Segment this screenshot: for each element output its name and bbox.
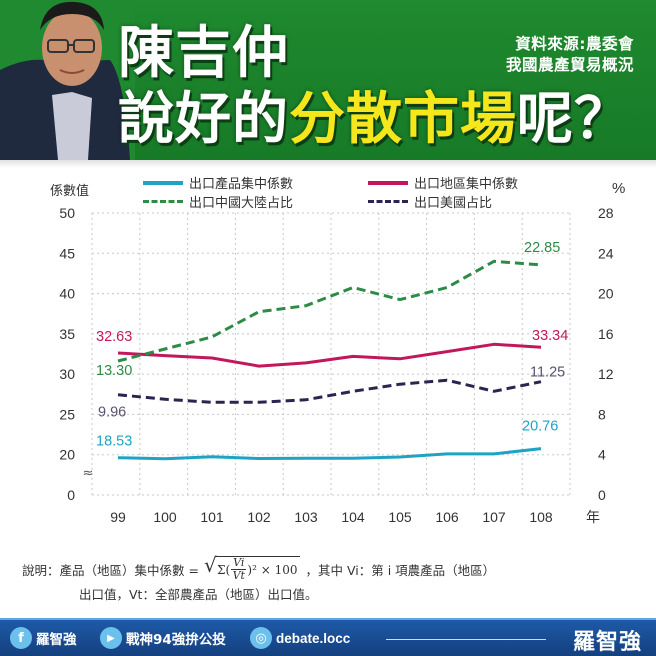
legend-item-product: 出口產品集中係數	[143, 173, 293, 192]
series-line-2	[117, 259, 542, 363]
x-tick-label: 102	[247, 509, 271, 525]
left-tick-label: 50	[59, 205, 75, 221]
facebook-icon: f	[10, 627, 32, 649]
footnote-prefix: 說明：產品（地區）集中係數 =	[22, 562, 199, 578]
x-axis-unit: 年	[586, 510, 600, 526]
youtube-label: 戰神94強拚公投	[126, 632, 226, 648]
series-line-3	[117, 378, 542, 404]
series-line-0	[117, 447, 542, 461]
headline-post: 呢？	[517, 87, 631, 152]
grid	[91, 212, 571, 496]
footer-divider	[386, 639, 546, 640]
portrait-photo	[0, 0, 135, 160]
right-tick-label: 12	[598, 366, 614, 382]
left-tick-label: 0	[67, 487, 75, 503]
legend-swatch-solid-magenta	[368, 180, 408, 185]
x-tick-label: 99	[110, 509, 126, 525]
data-source: 資料來源:農委會 我國農產貿易概況	[506, 34, 634, 76]
source-line2: 我國農產貿易概況	[505, 56, 634, 74]
right-axis-title: %	[612, 180, 626, 197]
header-shadow	[0, 160, 656, 168]
instagram-icon: ◎	[250, 627, 272, 649]
footer-brand: 羅智強	[572, 630, 642, 655]
legend-item-region: 出口地區集中係數	[368, 173, 518, 192]
x-tick-label: 108	[529, 509, 553, 525]
left-tick-label: 30	[59, 366, 75, 382]
x-tick-label: 107	[482, 509, 506, 525]
facebook-link[interactable]: f 羅智強	[10, 627, 77, 649]
facebook-label: 羅智強	[36, 632, 77, 648]
left-tick-label: 45	[59, 245, 75, 261]
data-label: 11.25	[530, 365, 565, 381]
axis-break-icon: ≈	[83, 466, 94, 481]
sqrt-symbol: Σ( Vi Vt )² × 100	[204, 553, 300, 582]
headline-highlight: 分散市場	[289, 87, 517, 152]
data-label: 18.53	[96, 434, 132, 450]
right-tick-label: 20	[598, 286, 614, 302]
legend-item-us: 出口美國占比	[368, 192, 492, 211]
headline-line1: 陳吉仲	[118, 21, 289, 86]
left-tick-label: 40	[59, 286, 75, 302]
legend-label: 出口地區集中係數	[414, 177, 519, 192]
header-banner: 陳吉仲 說好的分散市場呢？ 資料來源:農委會 我國農產貿易概況	[0, 0, 656, 160]
data-label: 13.30	[96, 363, 132, 379]
left-tick-label: 35	[59, 326, 75, 342]
formula-tail: )² × 100	[247, 562, 298, 577]
formula-fraction: Vi Vt	[231, 556, 247, 582]
right-tick-label: 16	[598, 326, 614, 342]
youtube-icon: ▶	[100, 627, 122, 649]
right-tick-label: 8	[598, 406, 606, 422]
legend-swatch-dashed-navy	[368, 200, 408, 203]
footnote-line2: 出口值，Vt：全部農產品（地區）出口值。	[79, 587, 318, 602]
right-tick-label: 0	[598, 487, 606, 503]
right-tick-label: 24	[598, 245, 614, 261]
legend-label: 出口美國占比	[414, 196, 493, 211]
legend-label: 出口中國大陸占比	[189, 196, 294, 211]
right-tick-label: 4	[598, 447, 606, 463]
formula-denominator: Vt	[232, 569, 245, 582]
data-label: 32.63	[96, 329, 132, 345]
chart-footnote: 說明：產品（地區）集中係數 = Σ( Vi Vt )² × 100 ，其中 Vi…	[22, 548, 642, 612]
legend-label: 出口產品集中係數	[189, 177, 294, 192]
x-tick-label: 106	[435, 509, 459, 525]
x-tick-label: 104	[341, 509, 365, 525]
instagram-link[interactable]: ◎ debate.locc	[250, 627, 350, 649]
footnote-line1: 說明：產品（地區）集中係數 = Σ( Vi Vt )² × 100 ，其中 Vi…	[22, 553, 496, 582]
source-line1: 資料來源:農委會	[515, 35, 634, 53]
data-label: 22.85	[524, 240, 560, 256]
instagram-label: debate.locc	[276, 630, 351, 646]
right-tick-label: 28	[598, 205, 614, 221]
data-label: 9.96	[98, 405, 126, 421]
left-axis-title: 係數值	[50, 183, 90, 198]
x-tick-label: 105	[388, 509, 412, 525]
legend-swatch-solid-cyan	[143, 180, 183, 185]
formula-sum: Σ(	[216, 562, 231, 577]
footnote-suffix: ，其中 Vi：第 i 項農產品（地區）	[305, 562, 496, 578]
youtube-link[interactable]: ▶ 戰神94強拚公投	[100, 627, 226, 649]
line-chart: 係數值 % 出口產品集中係數 出口地區集中係數 出口中國大陸占比 出口美國占比 …	[0, 168, 656, 548]
concentration-formula: Σ( Vi Vt )² × 100	[204, 553, 300, 582]
left-tick-label: 25	[59, 406, 75, 422]
x-tick-label: 101	[200, 509, 224, 525]
left-tick-label: 20	[59, 447, 75, 463]
series-line-1	[117, 342, 542, 368]
headline-pre: 說好的	[118, 87, 289, 152]
formula-numerator: Vi	[231, 556, 247, 570]
x-tick-label: 100	[153, 509, 177, 525]
legend-item-china: 出口中國大陸占比	[143, 192, 293, 211]
headline-line2: 說好的分散市場呢？	[118, 92, 631, 148]
x-tick-label: 103	[294, 509, 318, 525]
data-label: 33.34	[532, 328, 568, 344]
footer-bar: f 羅智強 ▶ 戰神94強拚公投 ◎ debate.locc 羅智強	[0, 618, 656, 656]
legend-swatch-dashed-green	[143, 200, 183, 203]
data-label: 20.76	[522, 419, 558, 435]
